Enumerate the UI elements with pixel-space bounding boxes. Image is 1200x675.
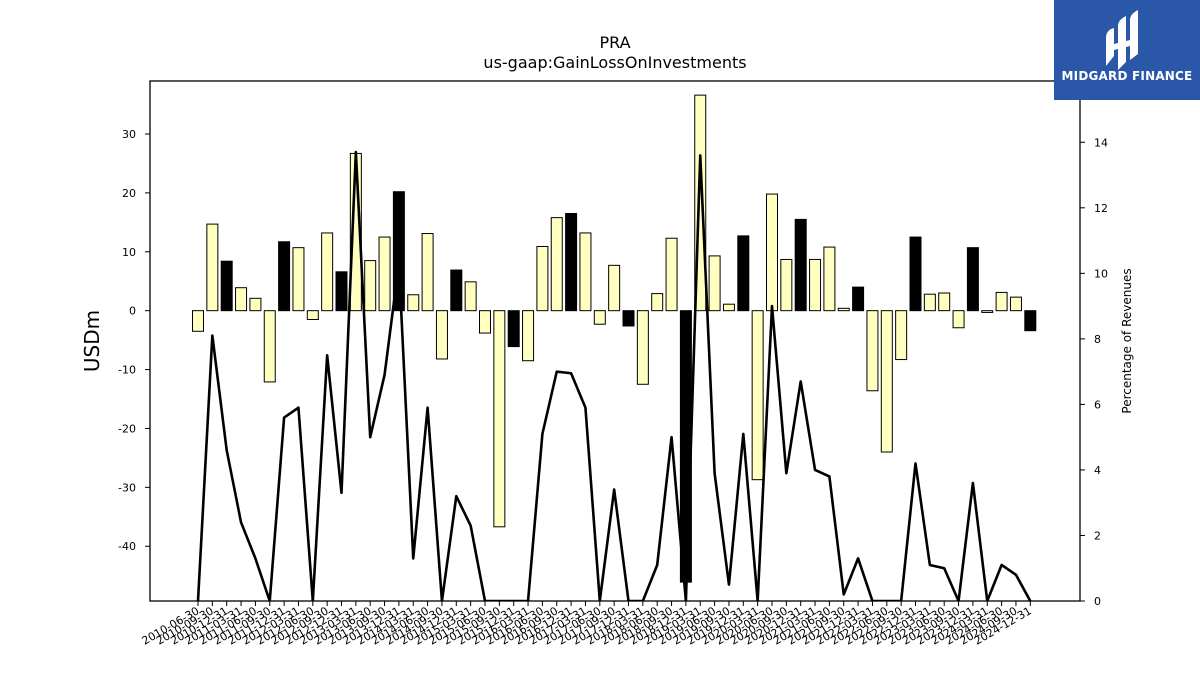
y-tick-label: -30: [118, 481, 136, 494]
bar-2010-12-31: [220, 260, 233, 312]
revenue-percentage-line: [196, 150, 1032, 601]
bar-2023-06-30: [938, 292, 951, 312]
y-axis-label-right: Percentage of Revenues: [1120, 268, 1134, 413]
bar-2016-06-30: [536, 245, 549, 312]
bar-2020-12-31: [794, 218, 807, 312]
bar-2023-12-31: [966, 247, 979, 312]
bar-2012-06-30: [306, 310, 319, 321]
bar-2016-03-31: [522, 310, 535, 362]
bar-2018-03-31: [636, 310, 649, 385]
bar-2017-09-30: [608, 264, 621, 312]
y-tick-label: -10: [118, 364, 136, 377]
bar-2021-09-30: [837, 307, 850, 312]
bar-2011-03-31: [235, 287, 248, 312]
bar-2015-12-31: [507, 310, 520, 348]
chart-subtitle: us-gaap:GainLossOnInvestments: [483, 53, 746, 72]
y-tick-label: 30: [122, 128, 136, 141]
bar-2019-09-30: [722, 303, 735, 312]
y-tick-label: 10: [122, 246, 136, 259]
bar-2015-06-30: [479, 310, 491, 334]
bar-2010-06-30: [192, 310, 204, 332]
bar-2018-09-30: [665, 237, 678, 312]
bar-2020-06-30: [766, 193, 778, 312]
bar-2022-09-30: [895, 310, 908, 361]
bar-2013-09-30: [378, 236, 391, 312]
bar-2014-03-31: [407, 294, 420, 312]
line-layer: [196, 150, 1032, 601]
y-right-tick-label: 6: [1094, 398, 1101, 411]
bar-2024-12-31: [1024, 310, 1037, 332]
bar-2021-06-30: [823, 246, 836, 312]
bar-2019-12-31: [737, 235, 750, 312]
bar-2012-12-31: [335, 271, 348, 312]
bar-2016-12-31: [565, 213, 578, 312]
bar-2024-09-30: [1009, 296, 1022, 312]
bar-2022-12-31: [909, 236, 922, 312]
bar-2020-03-31: [751, 310, 764, 481]
bar-2021-03-31: [809, 258, 822, 312]
bar-2012-03-31: [292, 247, 305, 312]
y-right-tick-label: 2: [1094, 529, 1101, 542]
axes-layer: -40-30-20-100102030024681012142010-06-30…: [118, 80, 1108, 648]
y-right-tick-label: 10: [1094, 267, 1108, 280]
bar-2023-09-30: [952, 310, 965, 329]
bar-2013-12-31: [392, 191, 405, 312]
bar-2022-03-31: [866, 310, 879, 392]
bar-2013-06-30: [364, 260, 377, 312]
y-right-tick-label: 4: [1094, 464, 1101, 477]
y-right-tick-label: 0: [1094, 595, 1101, 608]
logo-mark-icon: [1106, 10, 1138, 70]
y-axis-label-left: USDm: [80, 310, 104, 372]
bar-2018-06-30: [651, 293, 664, 312]
chart-title: PRA: [599, 33, 630, 52]
bar-2010-09-30: [206, 223, 219, 312]
bar-2017-06-30: [593, 310, 606, 325]
bar-2022-06-30: [880, 310, 893, 453]
y-tick-label: -20: [118, 422, 136, 435]
plot-frame: [149, 80, 1081, 602]
y-right-tick-label: 14: [1094, 136, 1108, 149]
bar-2011-06-30: [249, 297, 262, 312]
bar-2020-09-30: [780, 258, 793, 312]
y-tick-label: -40: [118, 540, 136, 553]
bar-2011-12-31: [278, 241, 291, 312]
y-tick-label: 0: [129, 305, 136, 318]
bar-2015-03-31: [464, 281, 477, 312]
bar-2016-09-30: [550, 217, 563, 312]
bar-2015-09-30: [493, 310, 506, 528]
bar-2019-03-31: [694, 94, 707, 312]
bar-2024-06-30: [995, 291, 1008, 312]
bars-layer: [192, 94, 1037, 583]
bar-2019-06-30: [708, 255, 721, 312]
y-right-tick-label: 8: [1094, 333, 1101, 346]
midgard-finance-logo: MIDGARD FINANCE: [1054, 0, 1200, 100]
bar-2017-03-31: [579, 232, 592, 312]
bar-2011-09-30: [263, 310, 276, 383]
bar-2024-03-31: [981, 310, 994, 313]
logo-text: MIDGARD FINANCE: [1061, 69, 1193, 83]
bar-2023-03-31: [923, 293, 936, 312]
bar-2014-09-30: [435, 310, 448, 360]
bar-2012-09-30: [321, 232, 334, 312]
bar-2014-06-30: [421, 233, 434, 312]
bar-2014-12-31: [450, 269, 463, 312]
bar-2021-12-31: [852, 286, 865, 312]
bar-2017-12-31: [622, 310, 635, 327]
y-right-tick-label: 12: [1094, 202, 1108, 215]
y-tick-label: 20: [122, 187, 136, 200]
